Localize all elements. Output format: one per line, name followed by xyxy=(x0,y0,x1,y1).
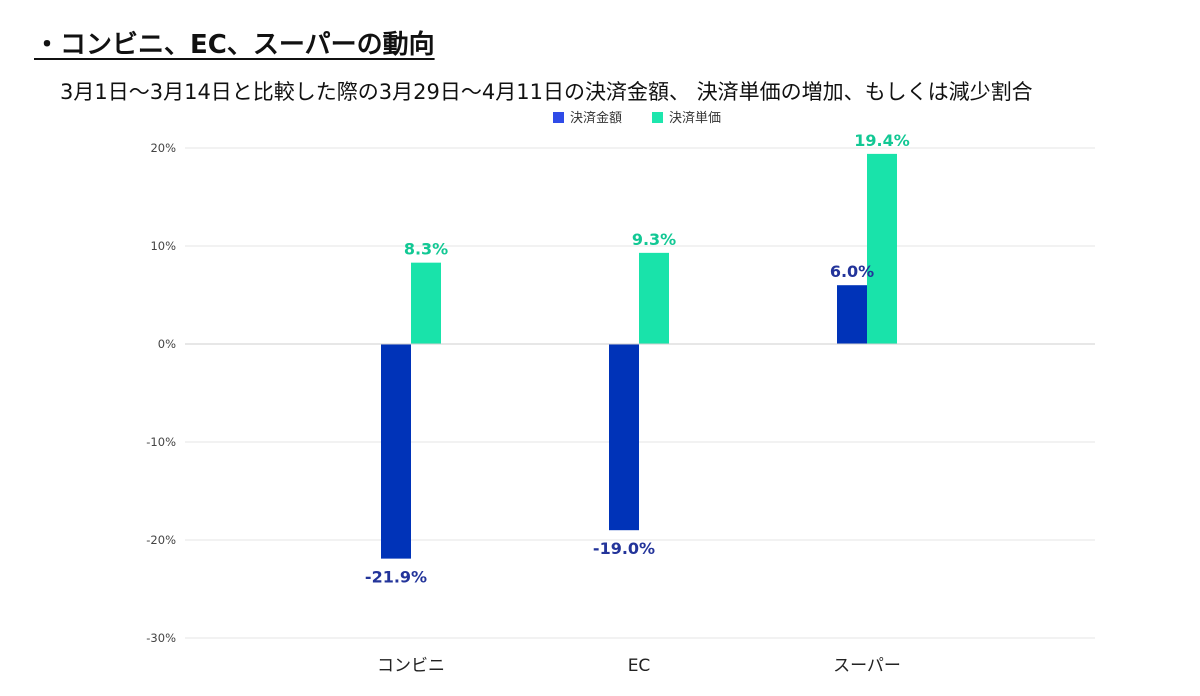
data-label: -19.0% xyxy=(593,539,655,558)
grid-lines xyxy=(185,147,1095,639)
y-tick-label: -10% xyxy=(146,435,176,449)
page-heading: ・コンビニ、EC、スーパーの動向 xyxy=(34,30,435,60)
data-label: -21.9% xyxy=(365,568,427,587)
data-label: 6.0% xyxy=(830,262,874,281)
data-label: 9.3% xyxy=(632,230,676,249)
y-tick-label: 0% xyxy=(158,337,176,351)
bar-unit-price xyxy=(639,252,669,344)
bar-unit-price xyxy=(411,262,441,344)
legend-label: 決済金額 xyxy=(570,110,622,126)
legend-swatch xyxy=(553,112,564,123)
bar-payment-amount xyxy=(837,285,867,344)
data-label: 8.3% xyxy=(404,240,448,259)
x-category-label: EC xyxy=(628,656,651,676)
y-tick-label: -20% xyxy=(146,533,176,547)
bars xyxy=(381,153,897,559)
data-labels: -21.9% -19.0% 6.0% 8.3% 9.3% 19.4% xyxy=(365,131,910,587)
bar-unit-price xyxy=(867,153,897,344)
y-tick-label: 20% xyxy=(150,141,176,155)
x-category-label: スーパー xyxy=(833,656,901,676)
chart-title: 3月1日～3月14日と比較した際の3月29日～4月11日の決済金額、 決済単価の… xyxy=(60,80,1033,104)
data-label: 19.4% xyxy=(854,131,910,150)
y-tick-label: -30% xyxy=(146,631,176,645)
y-axis-ticks: 20% 10% 0% -10% -20% -30% xyxy=(146,141,176,645)
y-tick-label: 10% xyxy=(150,239,176,253)
legend-label: 決済単価 xyxy=(669,110,721,126)
x-axis-categories: コンビニ EC スーパー xyxy=(377,656,901,676)
legend-swatch xyxy=(652,112,663,123)
x-category-label: コンビニ xyxy=(377,656,445,676)
bar-payment-amount xyxy=(381,344,411,559)
legend: 決済金額 決済単価 xyxy=(553,110,721,126)
bar-payment-amount xyxy=(609,344,639,531)
